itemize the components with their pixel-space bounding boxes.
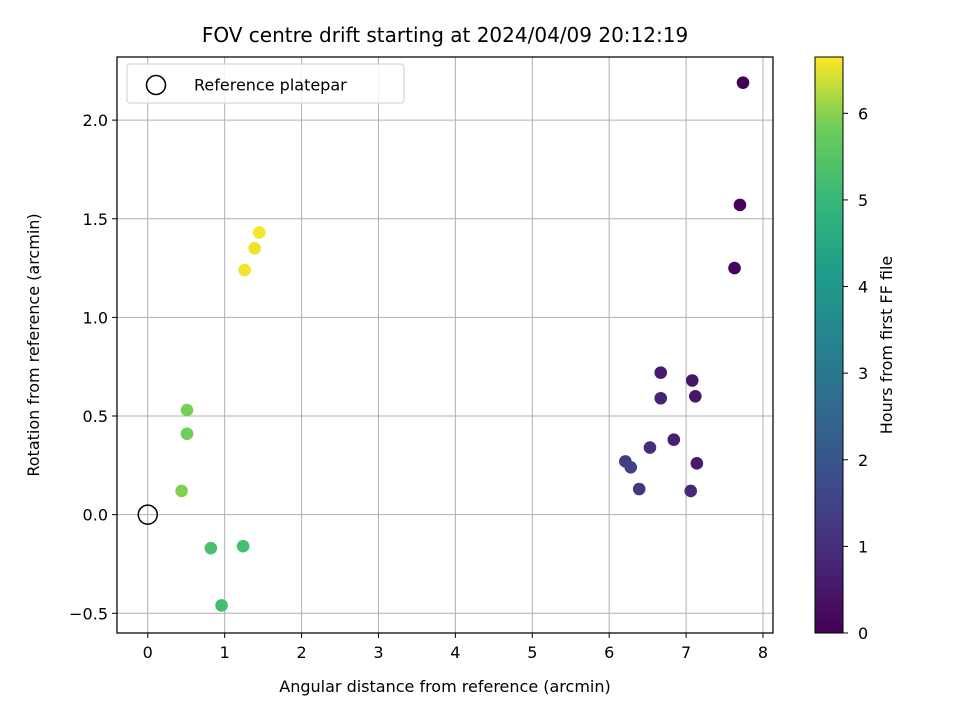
data-point (689, 389, 702, 403)
data-point (667, 433, 681, 446)
y-axis-ticks: −0.5 0.0 0.5 1.0 1.5 2.0 (69, 111, 117, 623)
colorbar-tick-label: 1 (858, 537, 868, 556)
reference-marker (137, 504, 159, 525)
data-point (685, 374, 699, 387)
data-points (175, 76, 750, 612)
y-tick-label: 1.0 (83, 308, 108, 327)
colorbar-tick-label: 3 (858, 364, 868, 383)
x-axis-ticks: 0 1 2 3 4 5 6 7 8 (143, 633, 768, 662)
x-tick-label: 7 (681, 643, 691, 662)
data-point (624, 461, 638, 474)
data-point (238, 263, 251, 277)
x-tick-label: 1 (220, 643, 230, 662)
y-tick-label: 1.5 (83, 210, 108, 229)
data-point (690, 457, 704, 470)
data-point (252, 226, 266, 239)
y-tick-label: −0.5 (69, 604, 108, 623)
colorbar-label: Hours from first FF file (877, 256, 896, 435)
colorbar-tick-label: 0 (858, 624, 868, 643)
data-point (632, 482, 646, 496)
colorbar-tick-label: 5 (858, 191, 868, 210)
x-tick-label: 3 (373, 643, 383, 662)
x-tick-label: 6 (604, 643, 614, 662)
data-point (654, 391, 668, 405)
colorbar-gradient (814, 56, 844, 634)
y-tick-label: 0.5 (83, 407, 108, 426)
x-tick-label: 0 (143, 643, 153, 662)
x-tick-label: 8 (758, 643, 768, 662)
x-tick-label: 2 (296, 643, 306, 662)
chart-title: FOV centre drift starting at 2024/04/09 … (202, 23, 688, 47)
data-point (728, 261, 741, 275)
data-point (215, 599, 228, 612)
plot-frame (116, 56, 774, 634)
data-point (180, 403, 194, 417)
data-point (654, 366, 668, 379)
data-point (736, 76, 750, 89)
data-point (204, 541, 218, 555)
colorbar-tick-label: 6 (858, 104, 868, 123)
data-point (733, 198, 747, 212)
legend-marker-icon (145, 74, 167, 96)
x-axis-label: Angular distance from reference (arcmin) (279, 677, 610, 696)
colorbar-ticks: 0 1 2 3 4 5 6 (843, 104, 868, 643)
legend-label: Reference platepar (194, 76, 347, 95)
data-point (236, 539, 250, 553)
reference-point (137, 504, 159, 525)
colorbar: 0 1 2 3 4 5 6 Hours from first FF file (814, 56, 896, 643)
y-tick-label: 2.0 (83, 111, 108, 130)
colorbar-tick-label: 2 (858, 451, 868, 470)
data-point (248, 242, 261, 255)
grid-lines (117, 57, 773, 633)
legend: Reference platepar (126, 63, 405, 104)
y-axis-label: Rotation from reference (arcmin) (24, 213, 43, 476)
colorbar-tick-label: 4 (858, 278, 868, 297)
x-tick-label: 4 (450, 643, 460, 662)
data-point (180, 427, 194, 441)
data-point (684, 484, 698, 498)
y-tick-label: 0.0 (83, 506, 108, 525)
legend-box (126, 63, 405, 104)
x-tick-label: 5 (527, 643, 537, 662)
data-point (175, 484, 188, 498)
data-point (643, 441, 657, 454)
